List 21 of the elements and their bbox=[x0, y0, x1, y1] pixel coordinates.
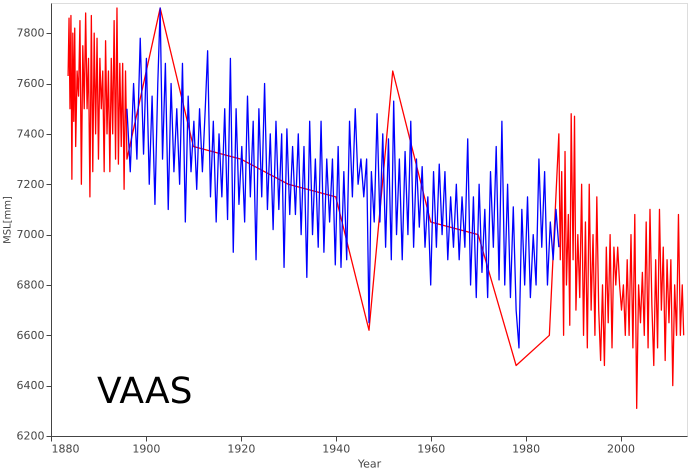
annotation: VAAS bbox=[97, 371, 192, 412]
x-tick-label: 1980 bbox=[512, 442, 540, 456]
x-tick-label: 1920 bbox=[227, 442, 256, 456]
y-tick-label: 7600 bbox=[16, 77, 44, 90]
y-tick-label: 6200 bbox=[16, 430, 44, 442]
y-tick-label: 7000 bbox=[16, 228, 44, 242]
y-tick-label: 6400 bbox=[16, 379, 44, 392]
x-tick-label: 1940 bbox=[322, 442, 350, 456]
y-tick-label: 6600 bbox=[16, 328, 44, 342]
y-tick-label: 7800 bbox=[16, 26, 44, 40]
x-axis-title: Year bbox=[356, 458, 382, 470]
x-tick-label: 1900 bbox=[132, 442, 160, 456]
line-series bbox=[126, 7, 560, 349]
x-tick-label: 2000 bbox=[607, 442, 636, 456]
y-tick-label: 7200 bbox=[16, 178, 44, 191]
x-tick-label: 1880 bbox=[52, 442, 80, 456]
line-series bbox=[67, 7, 684, 409]
y-tick-label: 6800 bbox=[16, 278, 44, 292]
x-tick-label: 1960 bbox=[417, 442, 446, 456]
y-axis-title: MSL[mm] bbox=[2, 196, 14, 244]
y-tick-label: 7400 bbox=[16, 127, 44, 140]
